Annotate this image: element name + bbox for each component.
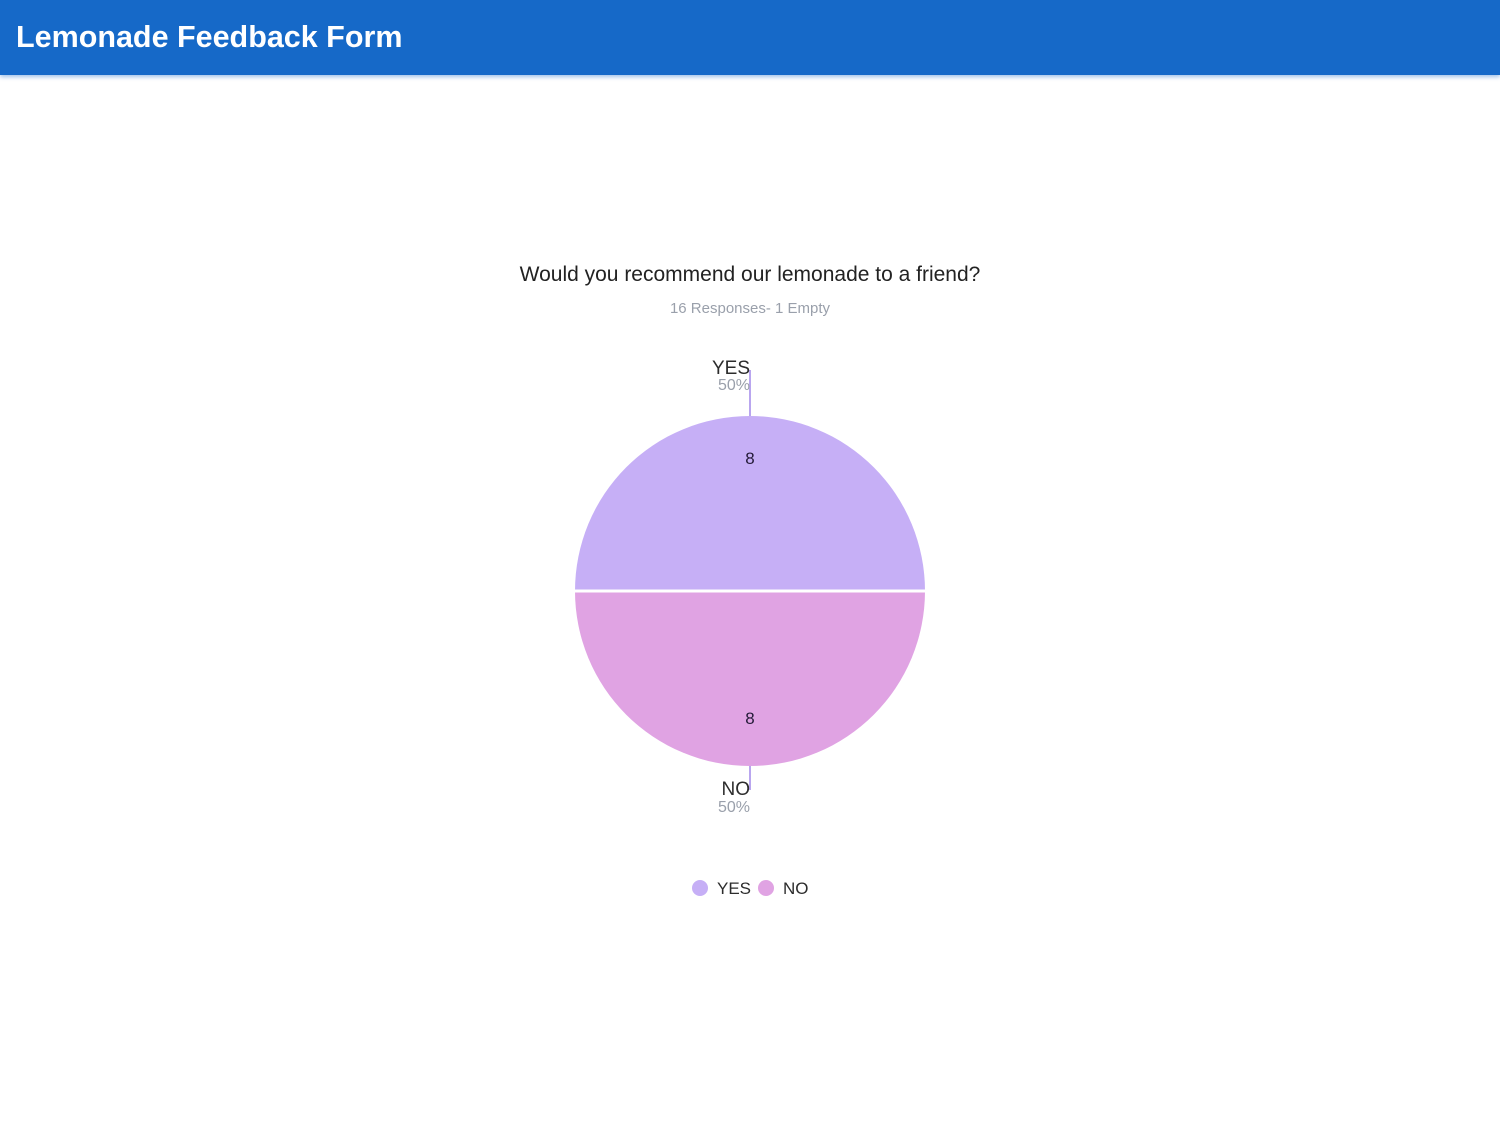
svg-text:NO: NO	[722, 779, 751, 800]
svg-text:NO: NO	[783, 879, 809, 898]
svg-text:8: 8	[745, 449, 754, 468]
svg-text:50%: 50%	[718, 377, 750, 394]
svg-text:16 Responses- 1 Empty: 16 Responses- 1 Empty	[670, 300, 831, 317]
svg-text:50%: 50%	[718, 799, 750, 816]
svg-text:YES: YES	[712, 358, 750, 379]
svg-text:YES: YES	[717, 879, 751, 898]
svg-text:8: 8	[745, 709, 754, 728]
svg-text:Would you recommend our lemona: Would you recommend our lemonade to a fr…	[520, 263, 981, 286]
